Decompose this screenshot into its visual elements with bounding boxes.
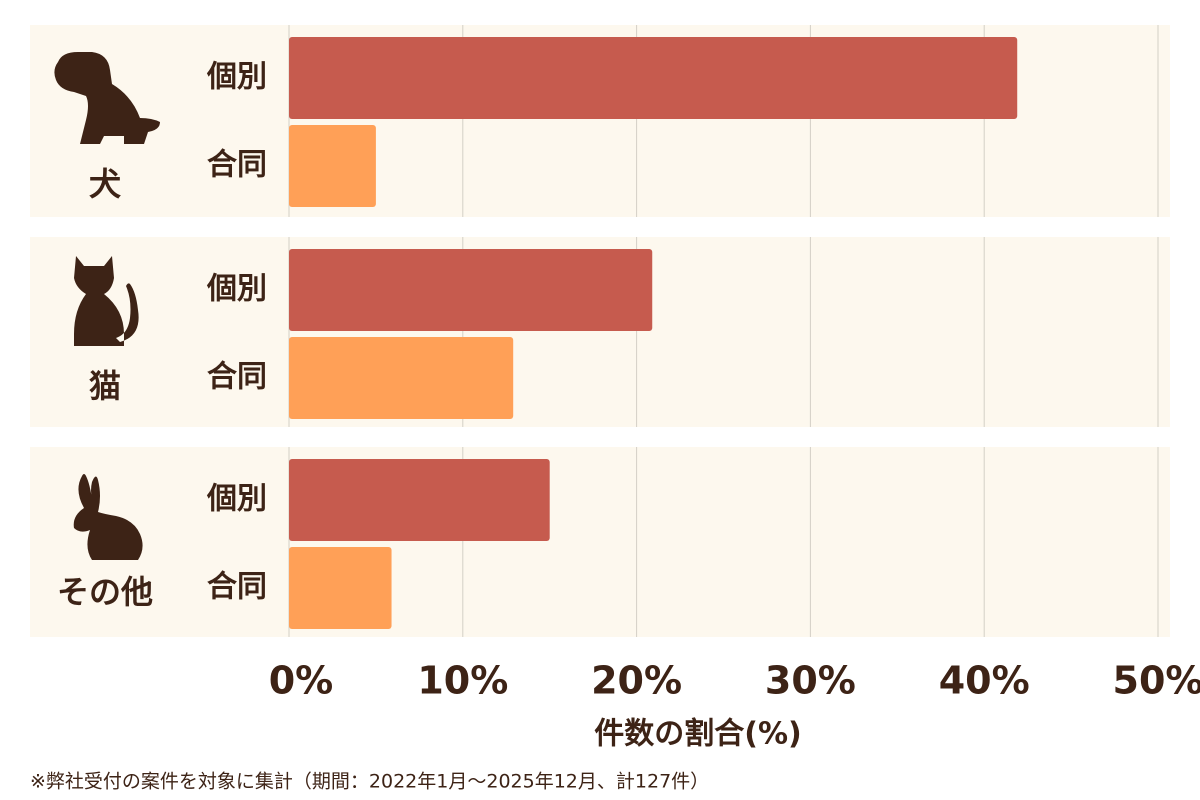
dog-icon: [54, 52, 160, 144]
series-label: 個別: [206, 482, 267, 517]
icons: [54, 52, 160, 560]
series-label: 合同: [207, 570, 267, 605]
category-label: 犬: [89, 165, 121, 203]
rabbit-icon: [73, 474, 143, 560]
dog-silhouette: [54, 52, 160, 144]
series-label: 個別: [206, 60, 267, 95]
bar: [289, 459, 550, 541]
series-label: 合同: [207, 148, 267, 183]
bar: [289, 37, 1018, 119]
x-axis-label: 件数の割合(%): [594, 717, 801, 752]
x-tick-label: 0%: [269, 659, 334, 703]
bar: [289, 547, 392, 629]
series-label: 合同: [207, 360, 267, 395]
x-tick-label: 10%: [417, 659, 508, 703]
x-tick-label: 20%: [591, 659, 682, 703]
cat-icon: [74, 256, 139, 346]
category-label: 猫: [89, 367, 121, 405]
rabbit-silhouette: [73, 474, 143, 560]
x-tick-label: 40%: [939, 659, 1030, 703]
cat-silhouette: [74, 256, 139, 346]
x-tick-label: 50%: [1113, 659, 1200, 703]
footnote: ※弊社受付の案件を対象に集計（期間：2022年1月～2025年12月、計127件…: [30, 771, 709, 793]
series-label: 個別: [206, 272, 267, 307]
x-tick-label: 30%: [765, 659, 856, 703]
bar: [289, 337, 514, 419]
group-panel: [30, 447, 1170, 637]
bar: [289, 249, 653, 331]
category-label: その他: [57, 573, 153, 611]
bar: [289, 125, 376, 207]
